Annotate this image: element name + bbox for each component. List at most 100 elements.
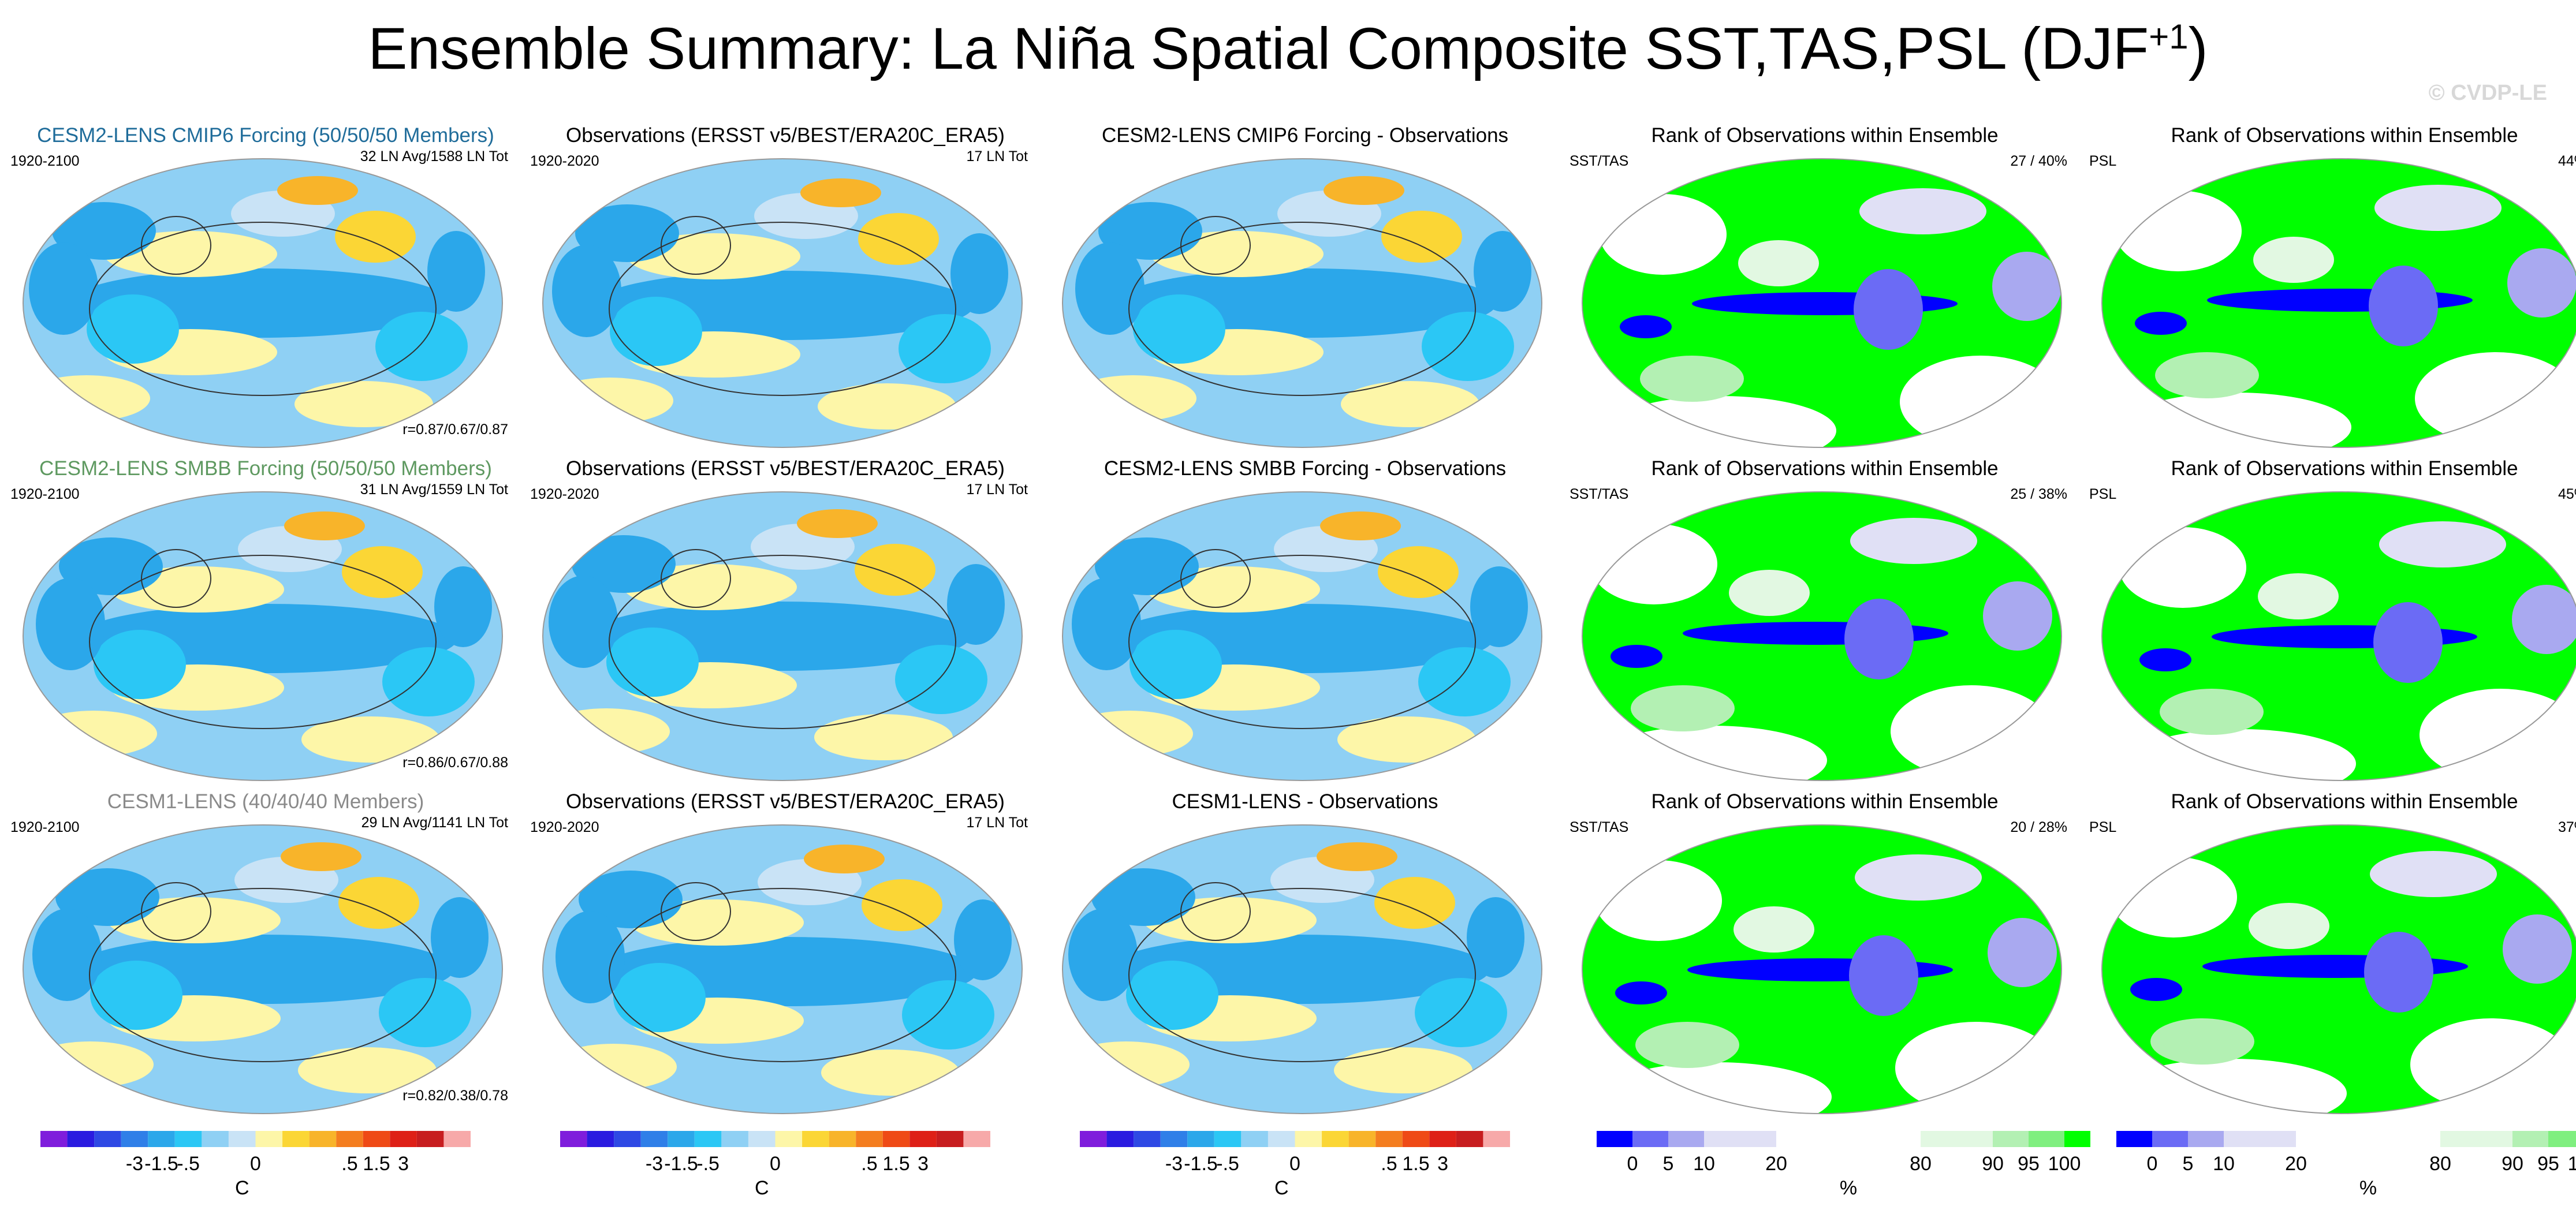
colorbar-swatch (694, 1131, 722, 1147)
colorbar-tick: 3 (1437, 1153, 1449, 1175)
colorbar-swatch (94, 1131, 121, 1147)
panel-title: CESM1-LENS (40/40/40 Members) (107, 790, 424, 813)
stat-label: 20 / 28% (2010, 819, 2067, 835)
map-panel-r1-c3: CESM2-LENS CMIP6 Forcing - Observations (1045, 124, 1565, 459)
colorbar-tick: 10 (2213, 1153, 2235, 1175)
count-label: 17 LN Tot (966, 148, 1028, 165)
panel-title: Rank of Observations within Ensemble (2171, 457, 2518, 480)
colorbar-swatch (443, 1131, 471, 1147)
colorbar-swatch (963, 1131, 990, 1147)
correlation-label: r=0.86/0.67/0.88 (402, 755, 508, 771)
colorbar-swatch (640, 1131, 668, 1147)
map-panel-r3-c1: CESM1-LENS (40/40/40 Members) 1920-2100 29… (6, 790, 525, 1125)
colorbar-tick: -3 (125, 1153, 144, 1175)
colorbar-swatch (309, 1131, 337, 1147)
panel-title: Rank of Observations within Ensemble (1651, 457, 1999, 480)
period-label: 1920-2020 (530, 486, 599, 502)
variable-label: PSL (2089, 486, 2117, 502)
colorbar-tick: 3 (398, 1153, 409, 1175)
colorbar-swatch (909, 1131, 937, 1147)
panel-title: CESM2-LENS SMBB Forcing (50/50/50 Member… (39, 457, 492, 480)
variable-label: SST/TAS (1570, 153, 1629, 169)
temperature-colorbar: -3 -1.5 -.5 0 .5 1.5 3 C (1057, 1129, 1576, 1210)
colorbar-swatch (1348, 1131, 1376, 1147)
colorbar-swatch (560, 1131, 587, 1147)
colorbar-tick: 80 (2429, 1153, 2451, 1175)
panel-title: CESM2-LENS CMIP6 Forcing (50/50/50 Membe… (37, 124, 494, 147)
colorbar-tick: 3 (918, 1153, 929, 1175)
colorbar-tick: -.5 (696, 1153, 720, 1175)
colorbar-swatch (174, 1131, 202, 1147)
colorbar-swatch (802, 1131, 829, 1147)
colorbar-swatch (1241, 1131, 1268, 1147)
map-panel-r2-c5: Rank of Observations within Ensemble PSL 4… (2085, 457, 2576, 792)
colorbar-swatch (1429, 1131, 1456, 1147)
count-label: 31 LN Avg/1559 LN Tot (360, 481, 508, 498)
colorbar-swatch (390, 1131, 417, 1147)
colorbar-swatch (416, 1131, 444, 1147)
colorbar-swatch (67, 1131, 95, 1147)
colorbar-swatch (1295, 1131, 1322, 1147)
count-label: 29 LN Avg/1141 LN Tot (361, 815, 508, 831)
colorbar-swatch (775, 1131, 803, 1147)
map-panel-r1-c4: Rank of Observations within Ensemble SST/… (1565, 124, 2085, 459)
colorbar-swatch (1106, 1131, 1134, 1147)
colorbar-swatch (668, 1131, 695, 1147)
anomaly-map (1062, 158, 1542, 448)
panel-title: Observations (ERSST v5/BEST/ERA20C_ERA5) (566, 124, 1005, 147)
colorbar-swatch (1456, 1131, 1483, 1147)
colorbar-swatch (748, 1131, 776, 1147)
colorbar-tick: .5 (341, 1153, 358, 1175)
map-panel-r1-c5: Rank of Observations within Ensemble PSL 4… (2085, 124, 2576, 459)
anomaly-map (23, 824, 503, 1114)
panel-title: CESM2-LENS SMBB Forcing - Observations (1104, 457, 1507, 480)
colorbar-unit: C (754, 1177, 769, 1199)
colorbar-tick: .5 (1381, 1153, 1397, 1175)
anomaly-map (23, 158, 503, 448)
rank-map (1582, 491, 2062, 781)
colorbar-tick: 1.5 (882, 1153, 910, 1175)
panel-title: Rank of Observations within Ensemble (1651, 124, 1999, 147)
colorbar-tick: -.5 (1216, 1153, 1239, 1175)
map-panel-r1-c1: CESM2-LENS CMIP6 Forcing (50/50/50 Membe… (6, 124, 525, 459)
rank-colorbar: 0 5 10 20 80 90 95 100% (1571, 1129, 2100, 1210)
colorbar-tick: 100 (2048, 1153, 2081, 1175)
temperature-colorbar: -3 -1.5 -.5 0 .5 1.5 3 C (17, 1129, 537, 1210)
colorbar-swatch (882, 1131, 910, 1147)
colorbar-tick: -1.5 (144, 1153, 178, 1175)
period-label: 1920-2100 (10, 819, 80, 835)
figure-title: Ensemble Summary: La Niña Spatial Compos… (368, 16, 2208, 81)
count-label: 32 LN Avg/1588 LN Tot (360, 148, 508, 165)
colorbar-tick: -3 (1165, 1153, 1183, 1175)
colorbar-tick: 0 (770, 1153, 781, 1175)
correlation-label: r=0.82/0.38/0.78 (402, 1088, 508, 1104)
count-label: 17 LN Tot (966, 815, 1028, 831)
period-label: 1920-2100 (10, 486, 80, 502)
variable-label: SST/TAS (1570, 486, 1629, 502)
map-panel-r2-c4: Rank of Observations within Ensemble SST/… (1565, 457, 2085, 792)
colorbar-swatch (1402, 1131, 1430, 1147)
colorbar-swatch (40, 1131, 68, 1147)
correlation-label: r=0.87/0.67/0.87 (402, 421, 508, 438)
colorbar-swatch (336, 1131, 363, 1147)
period-label: 1920-2020 (530, 153, 599, 169)
period-label: 1920-2100 (10, 153, 80, 169)
rank-map (2101, 158, 2576, 448)
anomaly-map (23, 491, 503, 781)
colorbar-swatch (856, 1131, 883, 1147)
map-panel-r2-c3: CESM2-LENS SMBB Forcing - Observations (1045, 457, 1565, 792)
stat-label: 45% (2558, 486, 2576, 502)
colorbar-tick: 0 (1289, 1153, 1300, 1175)
colorbar-swatch (363, 1131, 390, 1147)
colorbar-tick: 0 (250, 1153, 261, 1175)
panel-title: Observations (ERSST v5/BEST/ERA20C_ERA5) (566, 790, 1005, 813)
colorbar-swatch (255, 1131, 283, 1147)
anomaly-map (542, 491, 1023, 781)
panel-title: Rank of Observations within Ensemble (2171, 790, 2518, 813)
panel-title: Observations (ERSST v5/BEST/ERA20C_ERA5) (566, 457, 1005, 480)
colorbar-tick: 1.5 (1402, 1153, 1430, 1175)
variable-label: PSL (2089, 819, 2117, 835)
colorbar-swatch (936, 1131, 964, 1147)
colorbar-unit: % (2359, 1177, 2377, 1199)
colorbar-swatch (202, 1131, 229, 1147)
